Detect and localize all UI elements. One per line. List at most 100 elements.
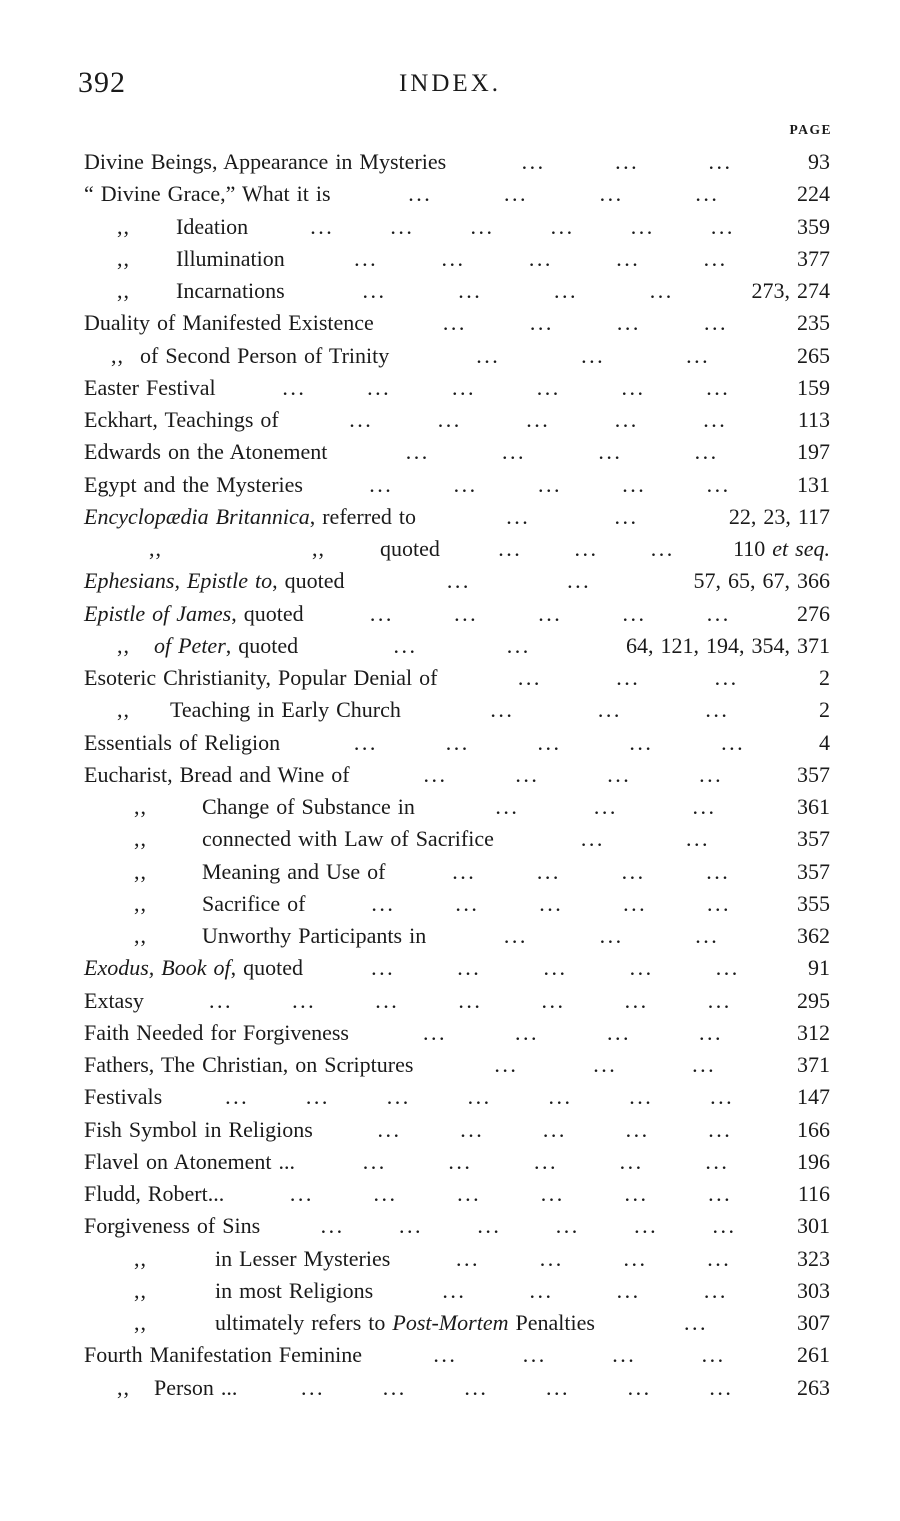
- leader-dot-group: ...: [515, 1019, 539, 1045]
- leader-dot-group: ...: [634, 1213, 659, 1239]
- page-number-segment: 196: [797, 1148, 830, 1174]
- entry-text-segment: ultimately refers to: [215, 1310, 393, 1335]
- entry-text-segment: Exodus, Book of: [84, 955, 231, 981]
- index-row: Flavel on Atonement .................. 19…: [84, 1146, 830, 1178]
- ditto-mark: ,,: [134, 890, 147, 916]
- leader-dots: ............: [386, 856, 797, 888]
- leader-dot-group: ...: [701, 1342, 726, 1368]
- leader-dots: ...............: [306, 888, 798, 920]
- entry-text-segment: in Lesser Mysteries: [215, 1245, 391, 1271]
- leader-dot-group: ...: [320, 1213, 345, 1239]
- leader-dot-group: ...: [699, 1019, 723, 1045]
- leader-dot-group: ...: [362, 1148, 387, 1174]
- entry-text-segment: Teaching in Early Church: [170, 697, 401, 723]
- entry-text-segment: Encyclopædia Britannica: [84, 503, 310, 529]
- leader-dot-group: ...: [649, 278, 674, 303]
- entry-text-segment: Sacrifice of: [202, 890, 306, 916]
- index-entry-text: Extasy: [84, 985, 144, 1017]
- index-entry-text: Duality of Manifested Existence: [84, 307, 374, 339]
- leader-dot-group: ...: [712, 1213, 737, 1239]
- index-row: ,, of Peter, quoted...... 64, 121, 194, 35…: [84, 630, 830, 662]
- leader-dot-group: ...: [534, 1148, 558, 1174]
- leader-dot-group: ...: [685, 826, 710, 852]
- folio-page-number: 392: [78, 66, 126, 99]
- entry-text-segment: Ideation: [176, 213, 249, 239]
- leader-dots: ............: [350, 759, 797, 791]
- leader-dot-group: ...: [445, 729, 470, 755]
- page-number: 295: [797, 985, 830, 1017]
- page-number-segment: 2: [819, 665, 830, 690]
- leader-dot-group: ...: [714, 665, 739, 690]
- entry-text-segment: Divine Beings, Appearance in Mysteries: [84, 149, 447, 174]
- ditto-mark: ,,: [312, 536, 325, 561]
- page-number: 357: [797, 823, 830, 855]
- entry-text-segment: Unworthy Participants in: [202, 923, 427, 948]
- leader-dots: .........: [426, 920, 797, 952]
- page-number-segment: 131: [797, 471, 830, 497]
- leader-dot-group: ...: [441, 245, 466, 271]
- leader-dot-group: ...: [369, 600, 394, 626]
- entry-text-segment: in most Religions: [215, 1277, 374, 1303]
- entry-text-segment: of Second Person of Trinity: [140, 342, 390, 368]
- entry-text-segment: , quoted: [272, 568, 345, 594]
- page-number-segment: 4: [819, 729, 830, 755]
- leader-dot-group: ...: [282, 374, 307, 400]
- leader-dot-group: ...: [616, 245, 641, 271]
- leader-dot-group: ...: [553, 278, 578, 303]
- leader-dot-group: ...: [703, 310, 728, 336]
- index-row: Eucharist, Bread and Wine of............…: [84, 759, 830, 791]
- index-entry-text: ,, in Lesser Mysteries: [84, 1243, 390, 1275]
- entry-text-segment: Meaning and Use of: [202, 858, 386, 884]
- index-row: ,, Ideation.................. 359: [84, 211, 830, 243]
- leader-dots: ..................: [248, 211, 797, 243]
- leader-dot-group: ...: [623, 890, 648, 916]
- index-row: ,,,, quoted......... 110 et seq.: [84, 533, 830, 565]
- index-row: Eckhart, Teachings of............... 113: [84, 404, 830, 436]
- leader-dots: ............: [373, 1275, 797, 1307]
- leader-dot-group: ...: [209, 987, 234, 1013]
- leader-dot-group: ...: [536, 858, 561, 884]
- page-number: 147: [797, 1081, 830, 1113]
- leader-dot-group: ...: [624, 987, 649, 1013]
- page-number-segment: 91: [808, 955, 830, 981]
- ditto-mark: ,,: [117, 1374, 130, 1400]
- index-row: Ephesians, Epistle to, quoted...... 57, 6…: [84, 565, 830, 597]
- leader-dot-group: ...: [616, 310, 641, 336]
- page-number: 361: [797, 791, 830, 823]
- leader-dot-group: ...: [310, 213, 335, 239]
- leader-dot-group: ...: [615, 149, 640, 174]
- leader-dot-group: ...: [705, 1148, 730, 1174]
- leader-dot-group: ...: [367, 374, 392, 400]
- page-number: 312: [797, 1017, 830, 1049]
- leader-dots: ............: [285, 275, 752, 307]
- leader-dots: ...............: [280, 727, 819, 759]
- page-number-segment: 116: [797, 1181, 830, 1206]
- leader-dots: ...............: [295, 1146, 797, 1178]
- page-number-segment: 159: [797, 374, 830, 400]
- leader-dots: .....................: [162, 1081, 797, 1113]
- page-number: 64, 121, 194, 354, 371: [626, 630, 830, 662]
- leader-dot-group: ...: [467, 1084, 492, 1110]
- index-entry-text: ,, Illumination: [84, 243, 285, 275]
- leader-dot-group: ...: [369, 471, 394, 497]
- page-number-segment: 265: [797, 342, 830, 368]
- leader-dot-group: ...: [707, 890, 732, 916]
- leader-dots: .........: [415, 791, 797, 823]
- ditto-mark: ,,: [149, 536, 162, 561]
- leader-dot-group: ...: [437, 407, 462, 432]
- leader-dots: ............: [362, 1339, 797, 1371]
- leader-dots: ......: [494, 823, 797, 855]
- ditto-mark: ,,: [134, 794, 147, 819]
- page-number: 2: [819, 694, 830, 726]
- leader-dot-group: ...: [708, 1181, 733, 1206]
- leader-dots: .........: [446, 146, 808, 178]
- ditto-mark: ,,: [117, 697, 130, 723]
- index-entry-text: Esoteric Christianity, Popular Denial of: [84, 662, 437, 694]
- leader-dots: .........: [413, 1049, 797, 1081]
- leader-dot-group: ...: [599, 181, 624, 207]
- leader-dot-group: ...: [458, 278, 483, 303]
- leader-dots: ..................: [237, 1372, 797, 1404]
- leader-dot-group: ...: [464, 1374, 489, 1400]
- leader-dot-group: ...: [405, 439, 430, 465]
